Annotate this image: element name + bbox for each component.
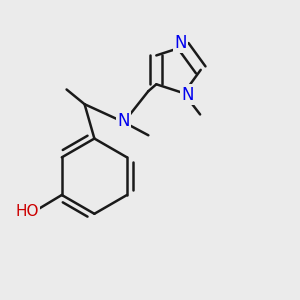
Text: N: N [174,34,187,52]
Text: N: N [182,86,194,104]
Text: N: N [118,112,130,130]
Text: HO: HO [15,204,38,219]
